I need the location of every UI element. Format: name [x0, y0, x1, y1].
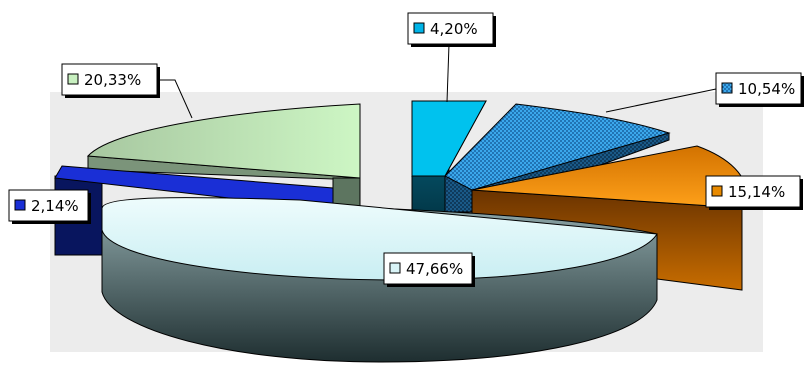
- data-label-15-14-: 15,14%: [705, 175, 803, 210]
- data-label-10-54-: 10,54%: [605, 72, 804, 113]
- legend-key: [67, 73, 79, 85]
- legend-key: [14, 199, 26, 211]
- data-label-4-20-: 4,20%: [407, 12, 496, 103]
- legend-key: [413, 22, 425, 34]
- data-label-text: 15,14%: [728, 183, 785, 201]
- pie-slice-4-20: [411, 100, 487, 213]
- data-label-text: 4,20%: [430, 20, 478, 38]
- data-label-20-33-: 20,33%: [61, 63, 193, 119]
- data-label-2-14-: 2,14%: [8, 189, 91, 224]
- data-label-47-66-: 47,66%: [383, 252, 475, 287]
- data-label-text: 10,54%: [738, 80, 795, 98]
- legend-key: [389, 262, 401, 274]
- data-label-text: 47,66%: [406, 260, 463, 278]
- data-label-text: 2,14%: [31, 197, 79, 215]
- legend-key: [711, 185, 723, 197]
- data-label-text: 20,33%: [84, 71, 141, 89]
- pie-slice-47-66: [101, 197, 658, 363]
- legend-key: [721, 82, 733, 94]
- pie-slice-20-33: [86, 103, 361, 211]
